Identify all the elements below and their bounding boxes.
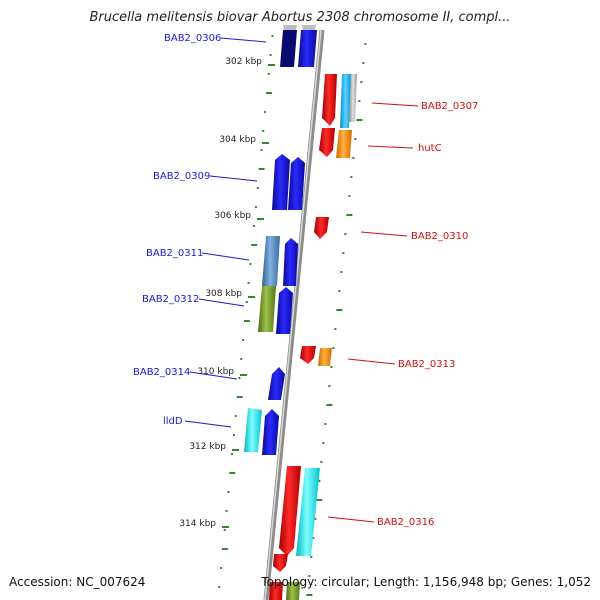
gc-content-ticks: [218, 35, 367, 596]
gene-arrow: [340, 74, 351, 128]
gene-block-0311-0312: [258, 236, 298, 334]
accession-info: Accession: NC_007624: [9, 575, 145, 589]
gene-arrow: [262, 236, 280, 286]
gene-arrow: [262, 409, 279, 455]
gene-label-reverse: BAB2_0307: [421, 101, 478, 112]
scale-tick-label: 310 kbp: [197, 367, 234, 377]
gene-arrow: [302, 25, 316, 30]
gene-block-0309: [272, 154, 305, 210]
scale-tick-label: 308 kbp: [205, 289, 242, 299]
gene-arrow: [283, 238, 298, 286]
scale-tick-label: 304 kbp: [219, 135, 256, 145]
gene-label-reverse: hutC: [418, 143, 442, 154]
gene-arrow: [336, 130, 352, 158]
length-label: Length:: [373, 575, 420, 589]
topology-label: Topology:: [261, 575, 318, 589]
gene-arrow: [322, 74, 337, 126]
gene-leader-line: [189, 371, 238, 380]
gene-label-reverse: BAB2_0310: [411, 231, 468, 242]
gene-label-forward: BAB2_0309: [153, 171, 210, 182]
gene-block-0307: [319, 74, 357, 158]
scale-ticks: 302 kbp 304 kbp 306 kbp 308 kbp 310 kbp 312 k…: [179, 57, 275, 529]
gene-arrow: [244, 408, 262, 452]
gene-label-forward: lldD: [163, 416, 183, 427]
chromosome-backbone-highlight: [264, 29, 322, 600]
gene-leader-line: [327, 516, 375, 523]
gene-leader-line: [184, 420, 232, 428]
gene-arrow: [283, 25, 297, 30]
topology-value: circular: [321, 575, 366, 589]
gene-arrow: [296, 468, 320, 556]
gene-arrow: [319, 128, 335, 157]
gene-arrow: [273, 554, 288, 572]
gene-arrow: [269, 582, 283, 600]
gene-arrow: [288, 157, 305, 210]
scale-tick-label: 306 kbp: [214, 211, 251, 221]
gene-block-lldD: [244, 408, 279, 455]
gene-label-forward: BAB2_0311: [146, 248, 203, 259]
gene-labels: BAB2_0306 BAB2_0309 BAB2_0311 BAB2_0312 BAB2…: [133, 33, 478, 528]
gene-label-forward: BAB2_0306: [164, 33, 221, 44]
gene-leader-line: [198, 298, 245, 307]
gene-arrow: [349, 74, 357, 122]
gene-leader-line: [201, 252, 250, 261]
gene-arrow: [318, 348, 332, 366]
gene-block-0306: [280, 25, 317, 67]
gene-arrow: [280, 30, 297, 67]
gene-label-reverse: BAB2_0316: [377, 517, 434, 528]
gene-arrow: [279, 466, 301, 556]
genes-label: Genes:: [510, 575, 553, 589]
gene-arrow: [276, 287, 293, 334]
gene-leader-line: [371, 102, 419, 107]
gene-arrow: [298, 30, 317, 67]
gene-block-0313: [300, 346, 332, 366]
scale-tick-label: 314 kbp: [179, 519, 216, 529]
gene-leader-line: [209, 175, 258, 182]
gene-leader-line: [347, 358, 396, 365]
gene-label-reverse: BAB2_0313: [398, 359, 455, 370]
accession-label: Accession:: [9, 575, 73, 589]
gene-leader-line: [367, 145, 414, 149]
gene-label-forward: BAB2_0314: [133, 367, 190, 378]
scale-tick-label: 302 kbp: [225, 57, 262, 67]
gene-arrow: [300, 346, 316, 364]
gene-arrow: [272, 154, 290, 210]
gene-label-forward: BAB2_0312: [142, 294, 199, 305]
accession-value: NC_007624: [76, 575, 146, 589]
map-title: Brucella melitensis biovar Abortus 2308 …: [89, 10, 511, 25]
gene-arrow: [258, 286, 276, 332]
gene-arrow-0310: [314, 217, 329, 239]
gene-leader-line: [220, 37, 267, 43]
genes-value: 1,052: [556, 575, 591, 589]
gene-arrow-0314: [268, 367, 285, 400]
scale-tick-label: 312 kbp: [189, 442, 226, 452]
gene-block-0316: [269, 466, 320, 600]
gene-arrow: [286, 582, 300, 600]
gene-leader-line: [360, 231, 408, 237]
length-value: 1,156,948 bp: [422, 575, 503, 589]
genome-summary: Topology: circular; Length: 1,156,948 bp…: [261, 575, 591, 589]
